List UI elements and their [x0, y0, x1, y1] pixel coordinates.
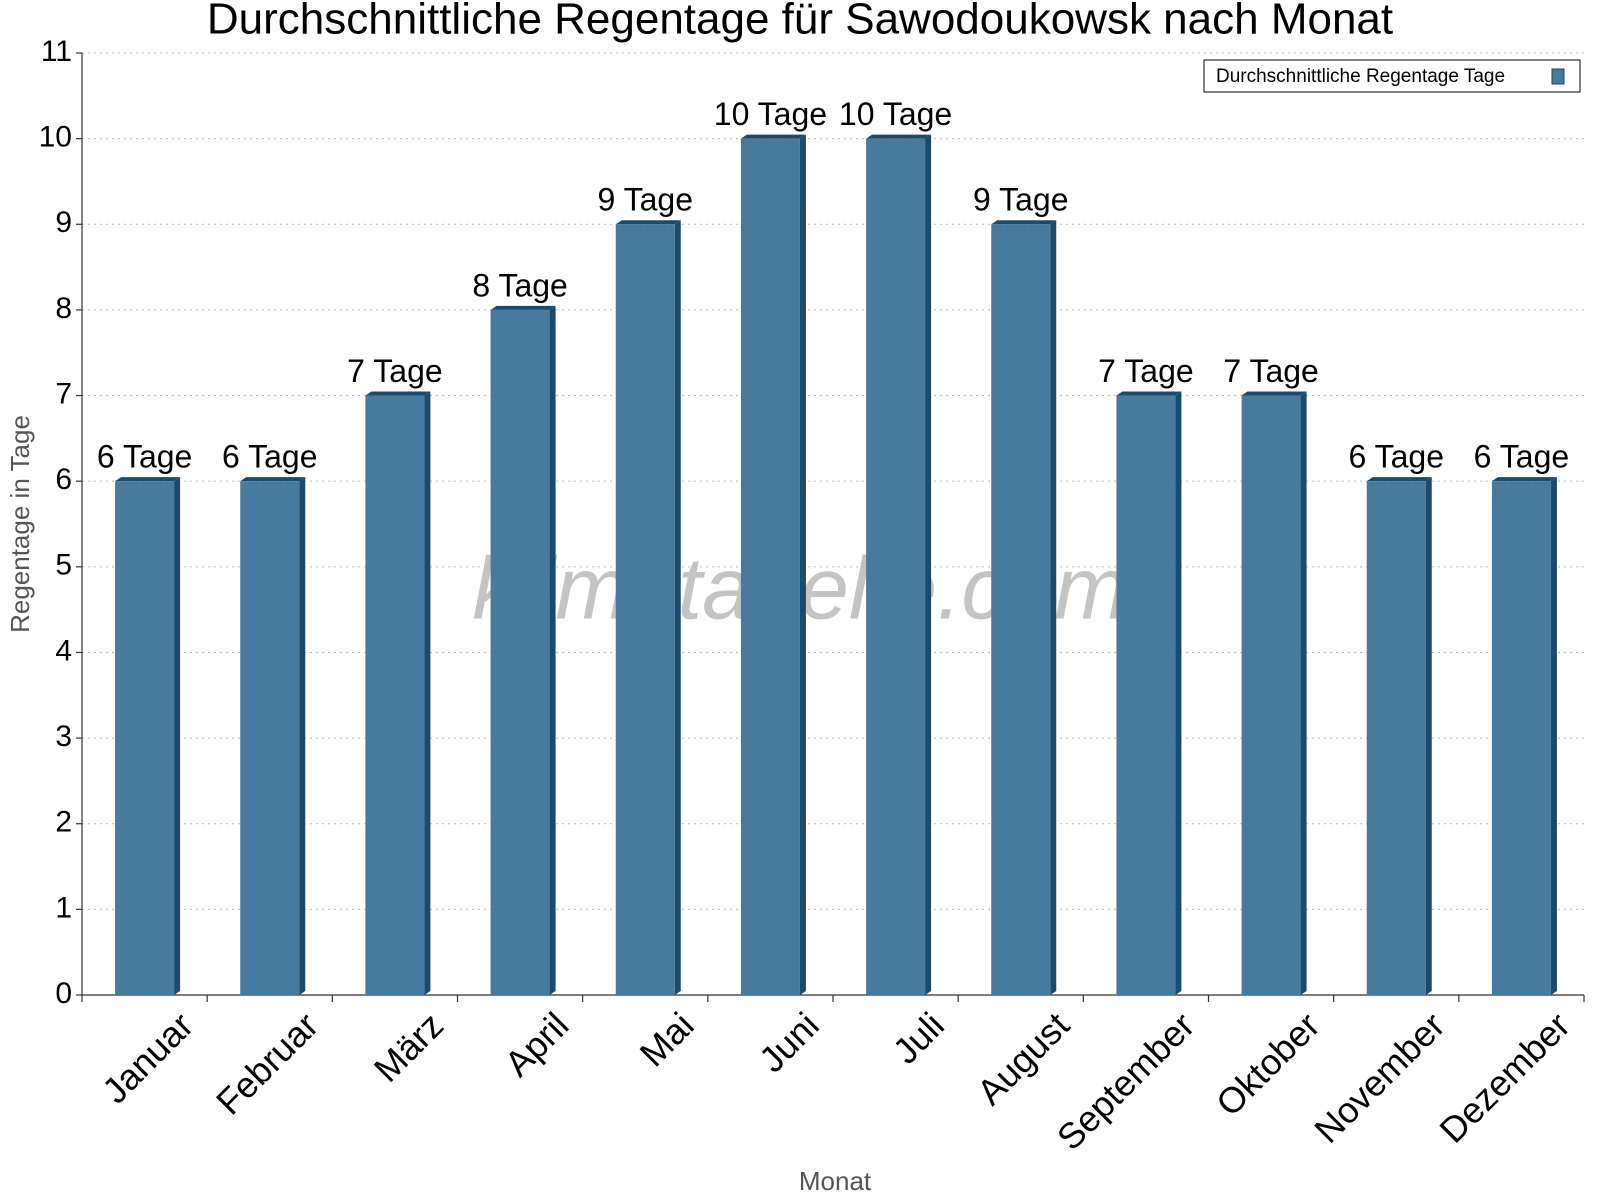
bar-side — [1300, 391, 1307, 996]
x-tick-label: Oktober — [1208, 1004, 1328, 1124]
bar-side — [174, 477, 181, 995]
y-tick-label: 11 — [41, 35, 72, 68]
x-tick-label: März — [366, 1004, 452, 1090]
y-tick-label: 9 — [55, 206, 72, 239]
legend-box — [1203, 59, 1581, 93]
data-label: 9 Tage — [973, 182, 1069, 218]
x-tick-label: August — [969, 1004, 1077, 1112]
y-tick-label: 10 — [39, 121, 72, 154]
y-tick-label: 7 — [55, 377, 72, 410]
bar-top — [240, 477, 306, 482]
bar-top — [866, 134, 932, 139]
y-tick-label: 4 — [55, 634, 72, 667]
bar-top — [490, 305, 556, 310]
bar-side — [1550, 477, 1557, 995]
data-label: 8 Tage — [472, 267, 568, 303]
bar — [1116, 395, 1176, 996]
chart-title: Durchschnittliche Regentage für Sawodouk… — [207, 0, 1393, 44]
bar-top — [740, 134, 806, 139]
data-label: 6 Tage — [222, 439, 318, 475]
data-label: 10 Tage — [839, 96, 952, 132]
y-axis-title: Regentage in Tage — [5, 415, 35, 633]
data-label: 7 Tage — [1223, 353, 1319, 389]
data-label: 6 Tage — [1349, 439, 1445, 475]
legend-swatch — [1551, 68, 1565, 85]
bar-side — [1425, 477, 1432, 995]
x-tick-label: November — [1306, 1004, 1452, 1150]
bar-side — [799, 134, 806, 996]
bar-side — [925, 134, 932, 996]
bar-top — [1116, 391, 1182, 396]
data-label: 7 Tage — [347, 353, 443, 389]
y-tick-label: 8 — [55, 292, 72, 325]
bar — [240, 481, 300, 995]
bar-top — [365, 391, 431, 396]
bar-top — [615, 220, 681, 225]
bar-side — [1050, 220, 1057, 996]
x-tick-label: Juni — [751, 1004, 827, 1080]
bar — [1491, 481, 1551, 995]
bar-top — [1366, 477, 1432, 482]
bar — [115, 481, 175, 995]
bar — [866, 138, 926, 996]
y-tick-label: 5 — [55, 549, 72, 582]
bar-top — [1491, 477, 1557, 482]
bar-side — [424, 391, 431, 996]
data-label: 10 Tage — [714, 96, 827, 132]
data-label: 7 Tage — [1098, 353, 1194, 389]
bar-top — [991, 220, 1057, 225]
data-label: 6 Tage — [97, 439, 193, 475]
x-tick-label: Januar — [94, 1004, 201, 1111]
x-tick-label: Mai — [632, 1004, 702, 1074]
bar — [365, 395, 425, 996]
bar — [490, 309, 550, 996]
x-tick-label: Dezember — [1431, 1004, 1577, 1150]
data-label: 9 Tage — [598, 182, 694, 218]
y-tick-label: 0 — [55, 977, 72, 1010]
x-tick-label: April — [497, 1004, 577, 1084]
data-label: 6 Tage — [1474, 439, 1570, 475]
bar — [740, 138, 800, 996]
bar — [1241, 395, 1301, 996]
x-tick-label: Februar — [208, 1004, 326, 1122]
bar — [1366, 481, 1426, 995]
y-tick-label: 6 — [55, 463, 72, 496]
legend-label: Durchschnittliche Regentage Tage — [1216, 66, 1505, 87]
bar — [991, 224, 1051, 996]
x-tick-label: Juli — [885, 1004, 952, 1071]
bar-side — [674, 220, 681, 996]
bar-top — [1241, 391, 1307, 396]
bar-side — [299, 477, 306, 995]
y-tick-label: 1 — [55, 891, 72, 924]
bar-top — [115, 477, 181, 482]
x-tick-label: September — [1049, 1004, 1203, 1158]
bar-side — [549, 305, 556, 996]
x-axis-title: Monat — [799, 1166, 872, 1196]
bar — [615, 224, 675, 996]
y-tick-label: 2 — [55, 806, 72, 839]
y-tick-label: 3 — [55, 720, 72, 753]
bar-side — [1175, 391, 1182, 996]
